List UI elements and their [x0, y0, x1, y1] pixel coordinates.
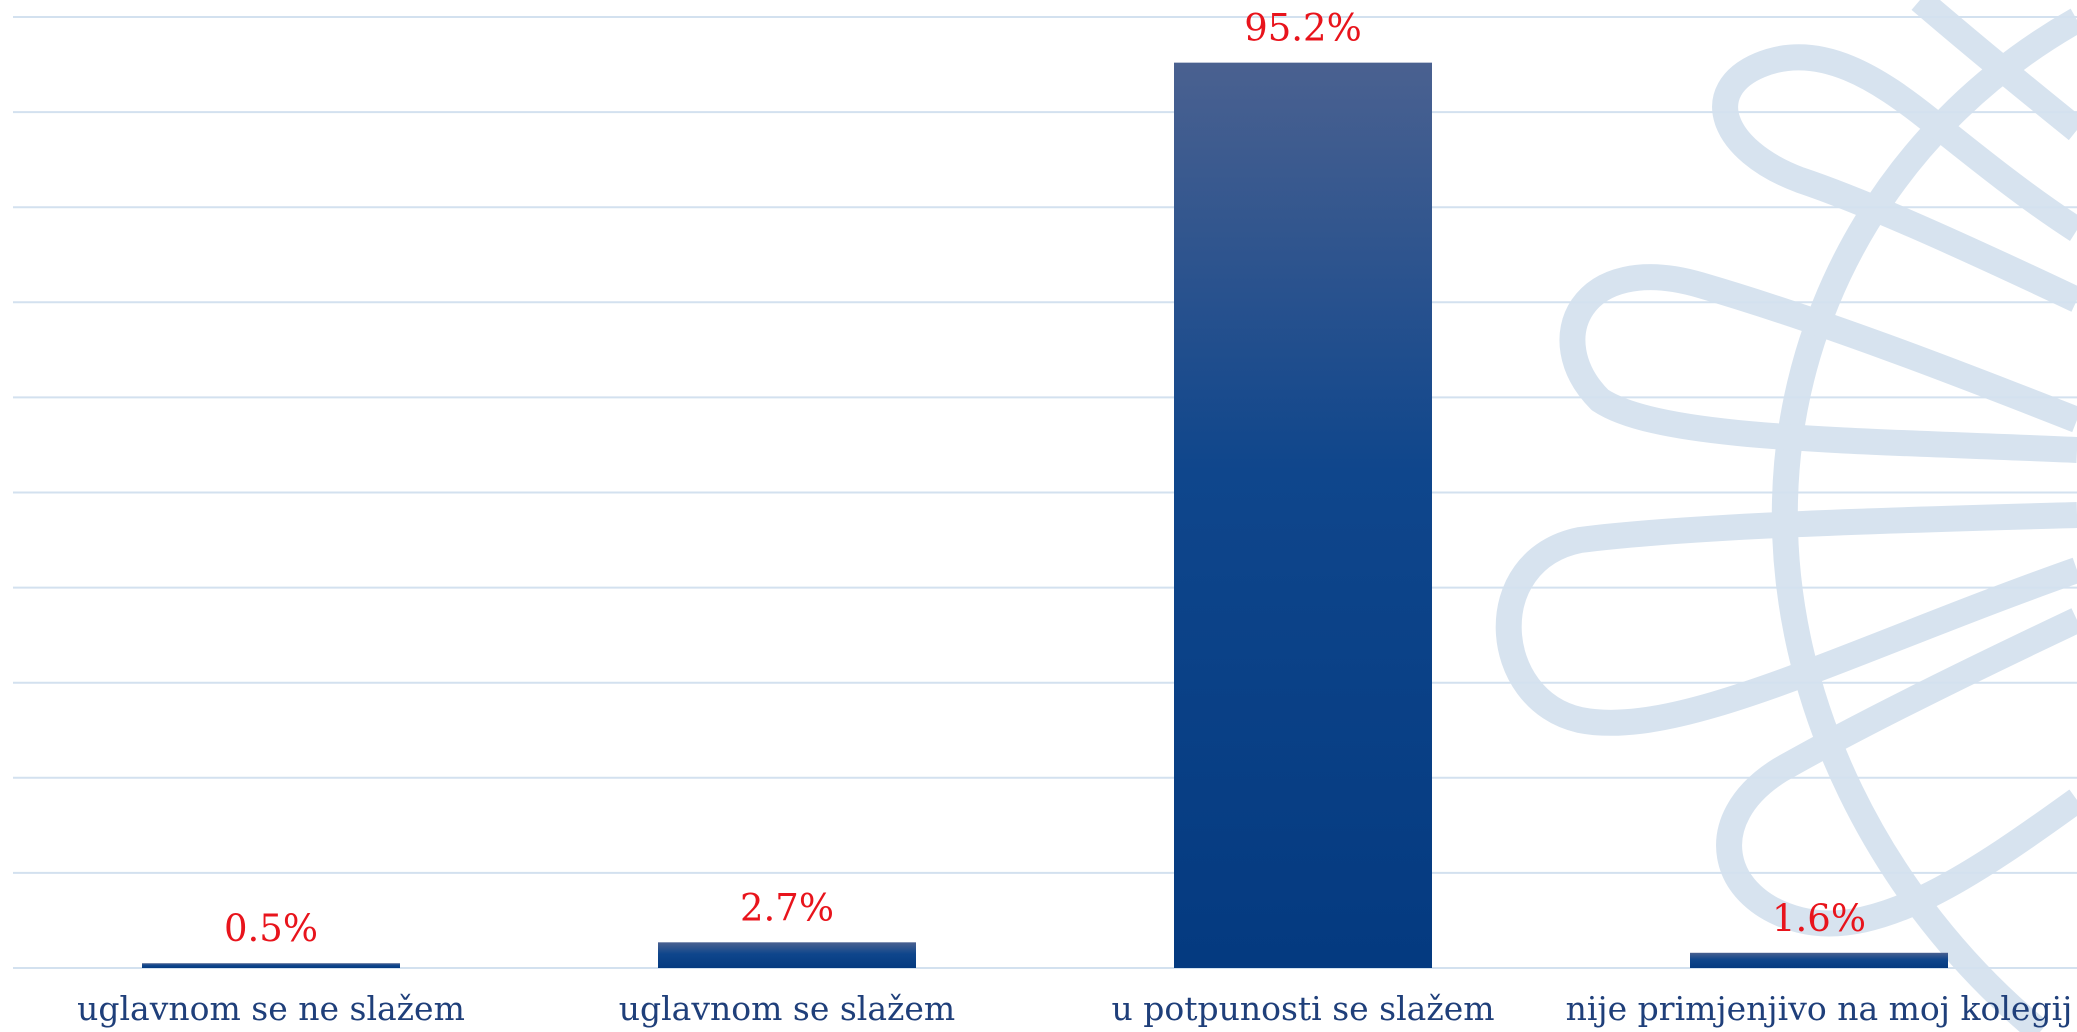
bar	[658, 942, 916, 968]
x-tick-label: u potpunosti se slažem	[1111, 989, 1494, 1028]
grid	[13, 16, 2077, 969]
value-label: 95.2%	[1244, 7, 1362, 50]
x-tick-label: uglavnom se ne slažem	[77, 989, 465, 1028]
x-tick-label: uglavnom se slažem	[619, 989, 955, 1028]
value-label: 0.5%	[224, 907, 318, 950]
bar	[1174, 62, 1432, 968]
bars: 0.5% uglavnom se ne slažem 2.7% uglavnom se…	[77, 7, 2072, 1028]
x-tick-label: nije primjenjivo na moj kolegij	[1566, 989, 2073, 1028]
bar	[142, 963, 400, 968]
value-label: 2.7%	[740, 886, 834, 929]
bar	[1690, 952, 1948, 968]
value-label: 1.6%	[1772, 897, 1866, 940]
background-decoration	[1495, 0, 2077, 1032]
